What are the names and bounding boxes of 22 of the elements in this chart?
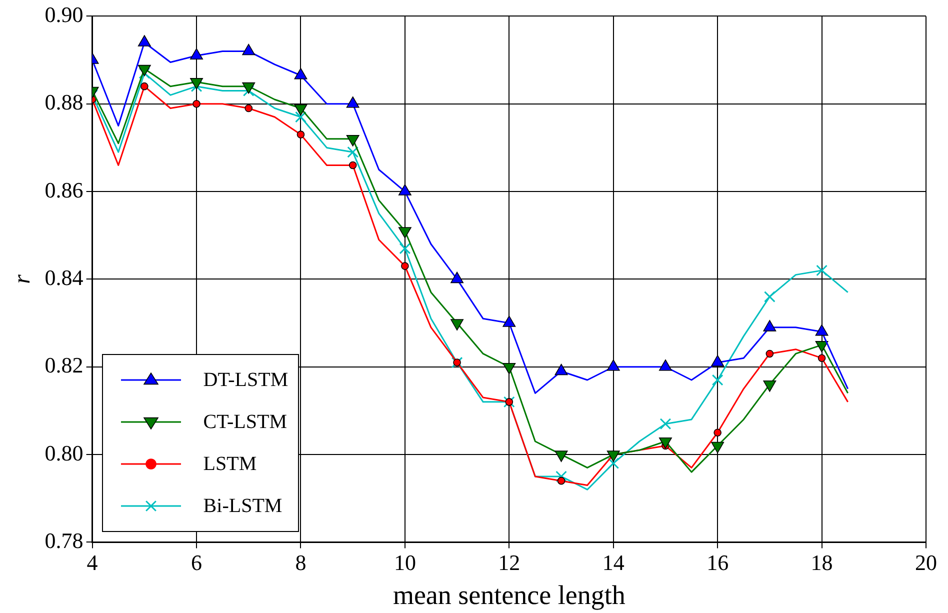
- x-tick-label: 16: [706, 550, 729, 576]
- x-tick-label: 14: [602, 550, 624, 576]
- y-tick-label: 0.80: [44, 440, 84, 466]
- y-tick-label: 0.86: [44, 177, 84, 202]
- y-tick-label: 0.82: [44, 352, 84, 378]
- legend-label: LSTM: [203, 452, 257, 476]
- x-axis-title: mean sentence length: [392, 580, 626, 610]
- x-tick-label: 6: [191, 550, 202, 576]
- legend-label: CT-LSTM: [203, 410, 288, 434]
- x-tick-label: 10: [394, 550, 416, 576]
- y-tick-label: 0.78: [44, 528, 84, 553]
- legend-label: DT-LSTM: [203, 368, 288, 392]
- y-tick-label: 0.90: [44, 2, 84, 27]
- x-tick-label: 8: [295, 550, 306, 576]
- x-tick-label: 12: [498, 550, 520, 576]
- y-tick-label: 0.88: [44, 90, 84, 115]
- y-axis-title: r: [10, 274, 36, 284]
- x-tick-label: 20: [915, 550, 937, 576]
- x-tick-label: 18: [810, 550, 833, 576]
- x-tick-label: 4: [86, 550, 98, 576]
- y-tick-label: 0.84: [44, 264, 84, 290]
- legend-label: Bi-LSTM: [203, 494, 282, 518]
